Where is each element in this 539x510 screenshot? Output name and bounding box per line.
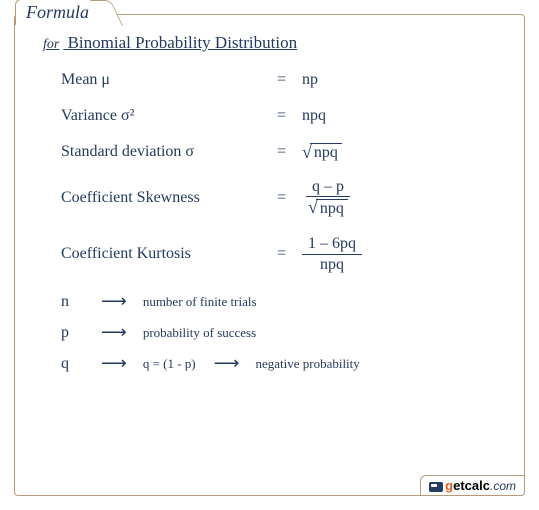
- skewness-num: q – p: [306, 178, 350, 198]
- legend-desc: number of finite trials: [143, 294, 257, 310]
- skewness-label: Coefficient Skewness: [61, 189, 261, 207]
- mean-label: Mean μ: [61, 71, 261, 89]
- formula-mean: Mean μ = np: [61, 67, 502, 93]
- formula-variance: Variance σ² = npq: [61, 103, 502, 129]
- formula-skewness: Coefficient Skewness = q – p √ npq: [61, 175, 502, 221]
- equals-sign: =: [277, 143, 286, 161]
- logo-g: g: [445, 478, 453, 493]
- legend-desc: negative probability: [255, 356, 359, 372]
- arrow-icon: ⟶: [101, 322, 125, 343]
- equals-sign: =: [277, 245, 286, 263]
- legend-row-p: p ⟶ probability of success: [61, 322, 502, 343]
- arrow-icon: ⟶: [101, 291, 125, 312]
- arrow-icon: ⟶: [214, 353, 238, 374]
- skewness-den-sqrt: √ npq: [308, 198, 348, 218]
- formula-card: Formula for Binomial Probability Distrib…: [14, 14, 525, 496]
- legend-desc: probability of success: [143, 325, 256, 341]
- formula-stddev: Standard deviation σ = √ npq: [61, 139, 502, 165]
- equals-sign: =: [277, 189, 286, 207]
- equals-sign: =: [277, 71, 286, 89]
- heading-text: Binomial Probability Distribution: [68, 33, 298, 52]
- formula-kurtosis: Coefficient Kurtosis = 1 – 6pq npq: [61, 231, 502, 277]
- logo-com: .com: [490, 479, 516, 493]
- legend-row-q: q ⟶ q = (1 - p) ⟶ negative probability: [61, 353, 502, 374]
- skewness-fraction: q – p √ npq: [302, 178, 354, 218]
- heading-prefix: for: [43, 37, 59, 52]
- stddev-sqrt: √ npq: [302, 142, 342, 163]
- calculator-icon: [429, 482, 443, 492]
- card-content: for Binomial Probability Distribution Me…: [15, 15, 524, 394]
- variance-rhs: npq: [302, 107, 326, 125]
- kurtosis-fraction: 1 – 6pq npq: [302, 235, 362, 273]
- variance-label: Variance σ²: [61, 107, 261, 125]
- arrow-icon: ⟶: [101, 353, 125, 374]
- equals-sign: =: [277, 107, 286, 125]
- heading: for Binomial Probability Distribution: [43, 33, 502, 53]
- skewness-den: √ npq: [302, 197, 354, 218]
- legend: n ⟶ number of finite trials p ⟶ probabil…: [61, 291, 502, 374]
- legend-var: n: [61, 293, 83, 311]
- legend-row-n: n ⟶ number of finite trials: [61, 291, 502, 312]
- logo-calc: calc: [465, 478, 490, 493]
- kurtosis-label: Coefficient Kurtosis: [61, 245, 261, 263]
- skewness-den-arg: npq: [316, 199, 348, 218]
- legend-var: p: [61, 324, 83, 342]
- card-tab: Formula: [15, 0, 108, 25]
- brand-logo: getcalc.com: [420, 475, 525, 496]
- kurtosis-den: npq: [314, 255, 350, 274]
- logo-et: et: [453, 478, 465, 493]
- stddev-label: Standard deviation σ: [61, 143, 261, 161]
- tab-label: Formula: [26, 2, 89, 22]
- legend-var: q: [61, 355, 83, 373]
- kurtosis-num: 1 – 6pq: [302, 235, 362, 255]
- legend-expr: q = (1 - p): [143, 356, 196, 372]
- mean-rhs: np: [302, 71, 318, 89]
- stddev-sqrt-arg: npq: [310, 143, 342, 162]
